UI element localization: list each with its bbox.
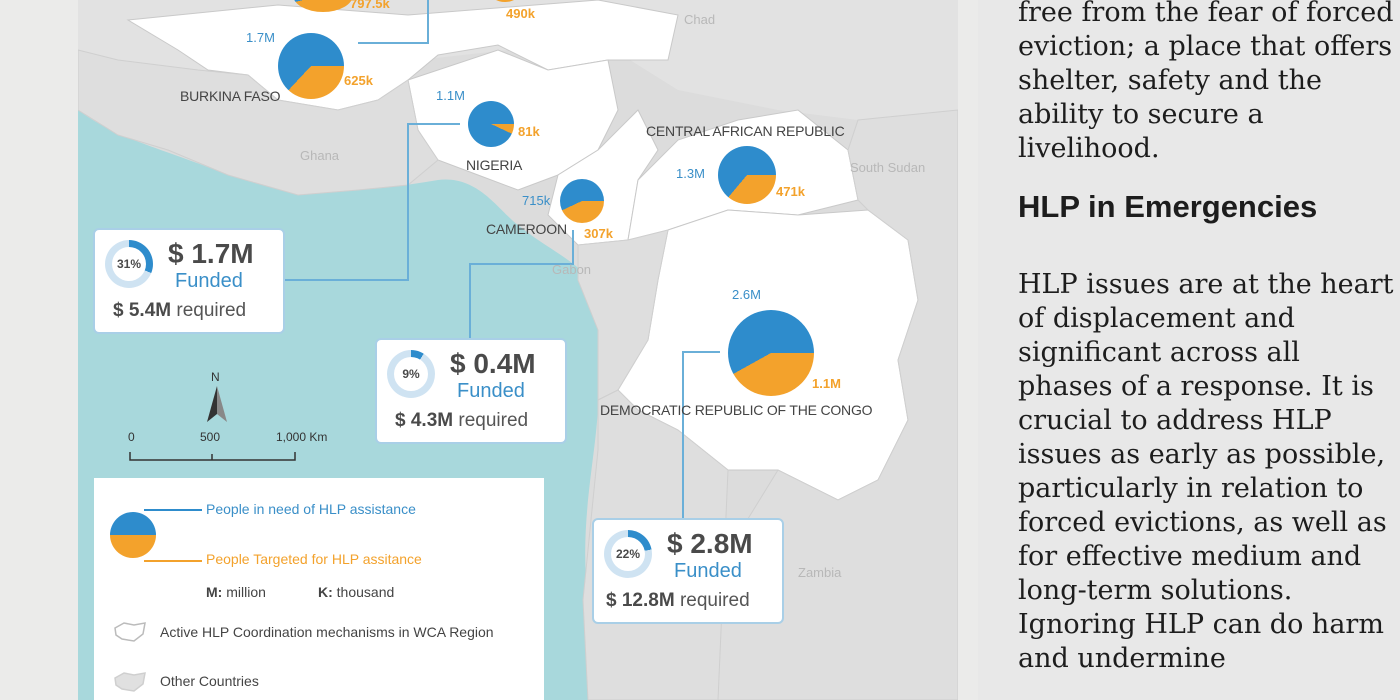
scale-end: 1,000 Km [276,430,328,444]
pie-burkina-faso-need-label: 1.7M [246,30,275,45]
required-label: required [679,590,750,611]
legend-m-unit: M: million [206,584,266,600]
section-heading: HLP in Emergencies [1018,189,1318,224]
pie-burkina-faso-target-label: 625k [344,73,373,88]
funded-label: Funded [457,380,525,402]
pie-chart-top-mid [490,0,520,2]
leader-line-nigeria [284,123,460,281]
country-label-car: CENTRAL AFRICAN REPUBLIC [646,123,845,139]
funded-amount: $ 1.7M [168,238,254,269]
pie-cameroon-target-label: 307k [584,226,613,241]
funding-box-nigeria: 31% $ 1.7M Funded $ 5.4M required [93,228,285,334]
funded-percent-label: 31% [112,247,146,281]
legend-active-label: Active HLP Coordination mechanisms in WC… [160,624,494,640]
leader-line-top [358,0,429,44]
pie-drc-need-label: 2.6M [732,287,761,302]
funded-percent-ring: 9% [387,350,435,398]
north-arrow-icon [207,386,227,422]
intro-paragraph: free from the fear of forced eviction; a… [1018,0,1394,164]
legend-pie-icon [110,512,156,558]
legend-k-unit: K: thousand [318,584,395,600]
scale-mid: 500 [200,430,221,444]
land-west-coast [78,49,439,196]
funding-box-drc: 22% $ 2.8M Funded $ 12.8M required [592,518,784,624]
pie-top-left-target-label: 797.5k [350,0,390,11]
body-paragraph: HLP issues are at the heart of displacem… [1018,269,1394,674]
scale-bar: 0 500 1,000 Km [128,430,328,470]
pie-drc-target-label: 1.1M [812,376,841,391]
country-label-chad: Chad [684,12,716,27]
pie-nigeria-need-label: 1.1M [436,88,465,103]
pie-car-target-label: 471k [776,184,805,199]
required-amount: $ 12.8M [606,590,675,611]
country-label-ghana: Ghana [300,148,340,163]
leader-line-cameroon [469,230,574,340]
leader-line-drc [682,351,720,520]
pie-chart-nigeria [468,101,514,147]
pie-car-need-label: 1.3M [676,166,705,181]
country-label-nigeria: NIGERIA [466,157,523,173]
pie-top-mid-target-label: 490k [506,6,535,21]
funded-percent-ring: 22% [604,530,652,578]
scale-zero: 0 [128,430,135,444]
funded-percent-label: 22% [611,537,645,571]
pie-chart-drc [728,310,814,396]
required-amount: $ 4.3M [395,410,454,431]
country-label-cameroon: CAMEROON [486,221,567,237]
legend-need-label: People in need of HLP assistance [206,501,416,517]
country-label-burkina-faso: BURKINA FASO [180,88,281,104]
country-label-drc: DEMOCRATIC REPUBLIC OF THE CONGO [600,402,873,418]
pie-cameroon-need-label: 715k [522,193,551,208]
required-label: required [458,410,529,431]
pie-nigeria-target-label: 81k [518,124,540,139]
country-label-gabon: Gabon [552,262,592,277]
required-line: $ 5.4M required [113,300,246,322]
land-gabon-congo [577,229,669,401]
funded-label: Funded [175,270,243,292]
article-sidebar: free from the fear of forced eviction; a… [978,0,1400,700]
country-label-south-sudan: South Sudan [850,160,926,175]
required-line: $ 12.8M required [606,590,750,612]
north-label: N [211,370,220,384]
legend-target-line [144,560,202,562]
funded-percent-label: 9% [394,357,428,391]
funded-percent-ring: 31% [105,240,153,288]
north-arrow: N [202,370,232,425]
pie-chart-burkina-faso [278,33,344,99]
legend-other-label: Other Countries [160,673,259,689]
pie-chart-cameroon [560,179,604,223]
pie-chart-car [718,146,776,204]
legend-target-label: People Targeted for HLP assitance [206,551,422,567]
funded-amount: $ 2.8M [667,528,753,559]
other-country-icon [114,672,146,692]
required-amount: $ 5.4M [113,300,172,321]
country-label-zambia: Zambia [798,565,842,580]
pie-chart-top-left [293,0,353,12]
map-legend: People in need of HLP assistance People … [94,478,544,700]
funding-box-cameroon: 9% $ 0.4M Funded $ 4.3M required [375,338,567,444]
required-label: required [176,300,247,321]
active-country-icon [114,622,146,642]
funded-amount: $ 0.4M [450,348,536,379]
legend-need-line [144,509,202,511]
required-line: $ 4.3M required [395,410,528,432]
funded-label: Funded [674,560,742,582]
